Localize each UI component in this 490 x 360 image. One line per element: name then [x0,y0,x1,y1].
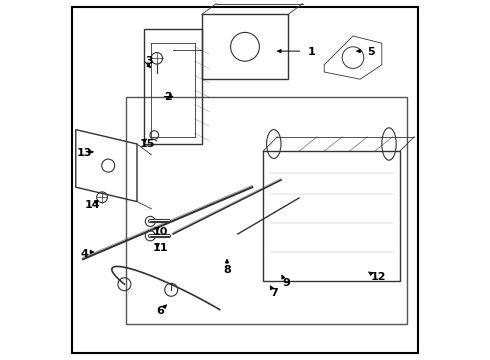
Text: 6: 6 [156,306,164,316]
Text: 9: 9 [282,278,291,288]
Text: 10: 10 [153,227,168,237]
Text: 2: 2 [164,92,171,102]
Text: 8: 8 [223,265,231,275]
Text: 3: 3 [146,56,153,66]
Text: 7: 7 [270,288,278,298]
Text: 15: 15 [140,139,155,149]
Text: 12: 12 [370,272,386,282]
Text: 1: 1 [308,47,316,57]
Text: 4: 4 [81,249,89,259]
Text: 13: 13 [77,148,93,158]
Text: 14: 14 [84,200,100,210]
Text: 11: 11 [153,243,168,253]
Text: 5: 5 [367,47,375,57]
